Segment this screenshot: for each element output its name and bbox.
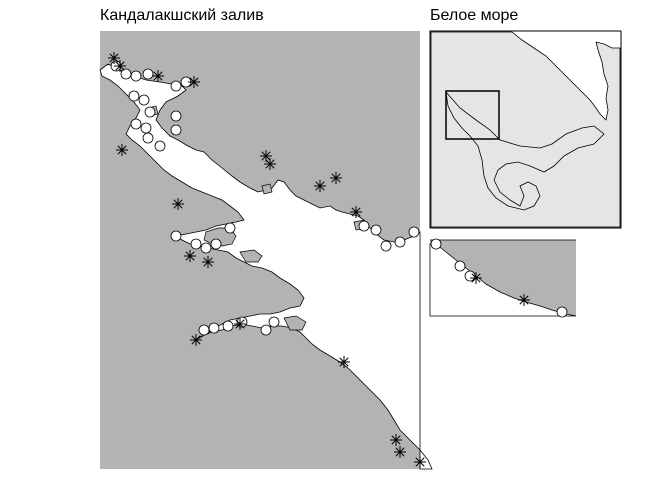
circle-marker [260,324,272,336]
asterisk-marker [414,456,426,468]
asterisk-marker [518,294,530,306]
circle-marker [170,230,182,242]
inset-map [429,30,622,229]
circle-marker [130,118,142,130]
island [239,249,263,263]
circle-marker [130,70,142,82]
circle-marker [120,68,132,80]
asterisk-marker [390,434,402,446]
asterisk-markers [108,52,530,468]
asterisk-marker [350,206,362,218]
main-map-title: Кандалакшский залив [100,7,264,24]
circle-marker [138,94,150,106]
circle-marker [198,324,210,336]
asterisk-marker [338,356,350,368]
asterisk-marker [184,250,196,262]
asterisk-marker [116,144,128,156]
circle-marker [142,132,154,144]
asterisk-marker [264,158,276,170]
asterisk-marker [152,70,164,82]
asterisk-marker [188,76,200,88]
inset-land [430,31,621,228]
circle-marker [144,106,156,118]
asterisk-marker [190,334,202,346]
circle-marker [268,316,280,328]
circle-marker [140,122,152,134]
asterisk-marker [470,272,482,284]
asterisk-marker [330,172,342,184]
circle-marker [170,110,182,122]
asterisk-marker [202,256,214,268]
circle-marker [224,222,236,234]
circle-marker [210,238,222,250]
circle-marker [170,124,182,136]
inset-map-title: Белое море [430,7,519,24]
circle-marker [142,68,154,80]
circle-marker [370,224,382,236]
circle-marker [358,220,370,232]
circle-marker [394,236,406,248]
island [283,315,307,331]
study-area-rectangle [445,90,500,140]
circle-marker [380,240,392,252]
circle-marker [430,238,442,250]
circle-marker [556,306,568,318]
island [261,183,273,195]
circle-marker [208,322,220,334]
circle-marker [222,320,234,332]
asterisk-marker [172,198,184,210]
asterisk-marker [394,446,406,458]
asterisk-marker [234,318,246,330]
circle-marker [454,260,466,272]
circle-marker [154,140,166,152]
asterisk-marker [108,52,120,64]
circle-marker [170,80,182,92]
circle-marker [190,238,202,250]
circle-marker [128,90,140,102]
asterisk-marker [314,180,326,192]
circle-marker [200,242,212,254]
sampling-markers [110,60,568,336]
circle-marker [408,226,420,238]
asterisk-marker [114,60,126,72]
